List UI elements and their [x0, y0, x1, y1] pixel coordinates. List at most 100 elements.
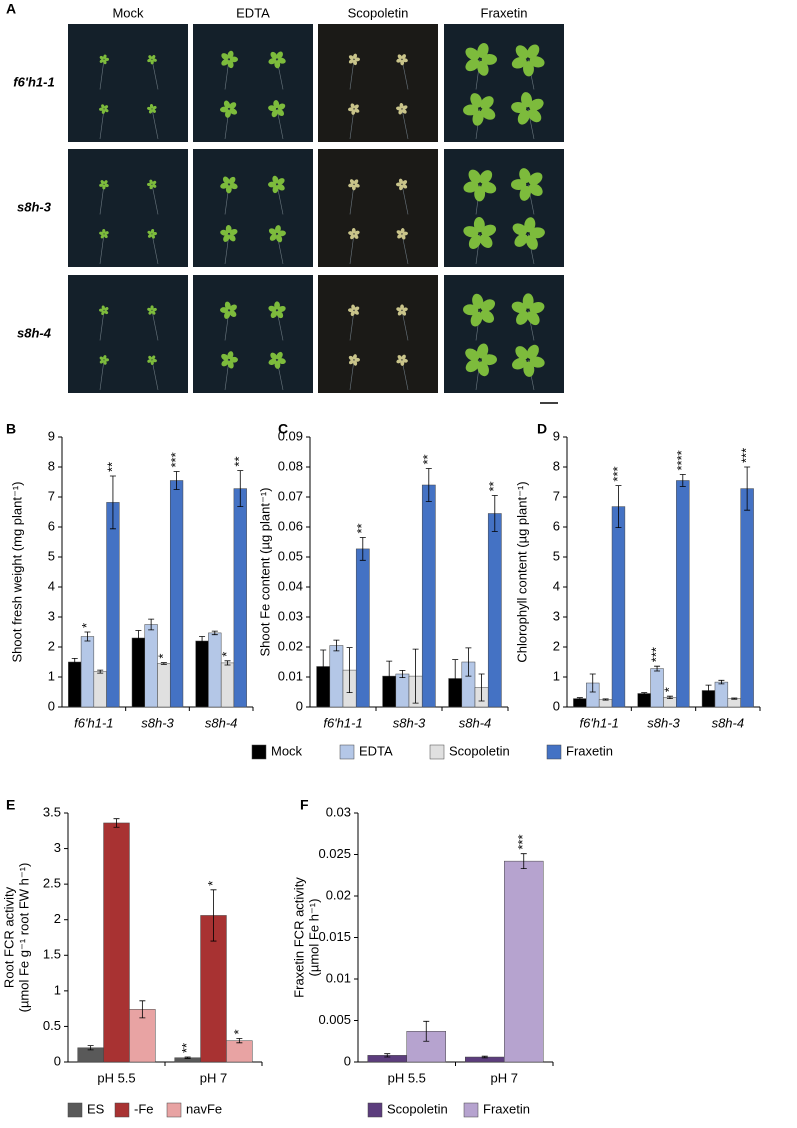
seedling-leaf [348, 355, 354, 361]
seedling-leaf [402, 231, 408, 236]
y-tick-label: 8 [553, 458, 560, 473]
seedling-leaf [481, 53, 497, 65]
y-tick-label: 2 [48, 638, 55, 653]
seedling-leaf [348, 308, 354, 313]
y-tick-label: 7 [48, 488, 55, 503]
column-label: Fraxetin [481, 5, 528, 20]
seedling-leaf [465, 359, 480, 373]
seedling-leaf [512, 357, 527, 370]
seedling-leaf [147, 230, 152, 235]
seedling-leaf [524, 217, 536, 233]
y-tick-label: 6 [553, 518, 560, 533]
seedling-leaf [221, 53, 229, 60]
error-bar [135, 630, 142, 646]
seedling-leaf [354, 57, 360, 62]
seedling-leaf [481, 181, 497, 194]
seedling-leaf [514, 233, 528, 247]
error-bar [386, 660, 393, 692]
seedling-leaf [402, 307, 408, 312]
seedling-leaf [354, 357, 360, 362]
seedling-leaf [277, 305, 286, 312]
y-tick-label: 0.5 [43, 1018, 61, 1033]
error-bar [641, 692, 648, 695]
legend-label: Fraxetin [483, 1101, 530, 1116]
seedling-leaf [523, 361, 535, 377]
seedling-leaf [477, 60, 489, 76]
error-bar [199, 636, 206, 646]
error-bar [576, 697, 583, 700]
root [99, 184, 105, 215]
seedling-leaf [147, 359, 152, 363]
plate-photo [444, 149, 564, 267]
significance-label: ** [179, 1043, 194, 1053]
root [99, 310, 105, 341]
panel-letter: A [6, 1, 16, 17]
seedling-leaf [511, 56, 527, 69]
seedling-leaf [150, 360, 154, 365]
seedling-leaf [268, 358, 277, 365]
legend-label: Scopoletin [387, 1101, 448, 1116]
significance-label: * [205, 881, 220, 886]
seedling-leaf [529, 302, 545, 314]
error-bar [160, 662, 167, 665]
seedling-leaf [348, 107, 354, 112]
y-tick-label: 2.5 [43, 876, 61, 891]
plate-photo [318, 149, 438, 267]
bar [421, 484, 436, 708]
seedling-leaf [269, 233, 277, 241]
error-bar [589, 673, 596, 693]
seedling-leaf [277, 103, 286, 110]
seedling-leaf [351, 109, 356, 115]
seedling-leaf [221, 58, 229, 66]
column-label: Mock [112, 5, 144, 20]
seedling-leaf [224, 311, 231, 319]
seedling-leaf [274, 60, 281, 69]
seedling-leaf [348, 359, 354, 365]
seedling-leaf [511, 301, 527, 314]
seedling-leaf [151, 310, 156, 315]
seedling-leaf [348, 59, 354, 64]
y-tick-label: 0.025 [318, 846, 351, 861]
seedling-leaf [104, 57, 109, 62]
seedling-leaf [402, 358, 408, 363]
seedling-leaf [149, 179, 153, 184]
seedling-leaf [270, 310, 278, 319]
seedling-leaf [151, 234, 155, 239]
seedling-leaf [401, 234, 406, 240]
significance-label: * [155, 654, 170, 659]
root [151, 108, 159, 140]
bar [93, 671, 107, 708]
panel-letter: D [537, 421, 547, 437]
seedling-leaf [223, 100, 231, 109]
significance-label: **** [674, 450, 689, 470]
seedling-leaf [397, 310, 403, 316]
seedling-leaf [400, 304, 404, 310]
seedling-leaf [274, 360, 281, 369]
significance-label: * [79, 623, 94, 628]
x-tick-label: f6'h1-1 [74, 715, 113, 730]
error-bar [718, 679, 725, 685]
plate-photo [68, 275, 188, 393]
seedling-leaf [400, 228, 405, 234]
root [349, 233, 355, 264]
y-tick-label: 2 [54, 911, 61, 926]
seedling-leaf [400, 59, 405, 66]
seedling-leaf [480, 107, 496, 120]
legend-swatch [429, 744, 445, 760]
seedling-leaf [229, 310, 237, 317]
seedling-leaf [102, 228, 106, 234]
bar [169, 480, 184, 708]
x-tick-label: pH 5.5 [388, 1070, 426, 1085]
y-tick-label: 5 [553, 548, 560, 563]
seedling-leaf [401, 310, 407, 316]
seedling-leaf [104, 108, 109, 113]
seedling-leaf [99, 55, 104, 60]
seedling-leaf [147, 58, 152, 63]
seedling-leaf [100, 180, 105, 185]
bar [131, 637, 146, 708]
seedling-leaf [349, 179, 355, 185]
y-tick-label: 9 [48, 428, 55, 443]
y-tick-label: 7 [553, 488, 560, 503]
seedling-leaf [148, 109, 153, 114]
seedling-leaf [270, 352, 278, 360]
